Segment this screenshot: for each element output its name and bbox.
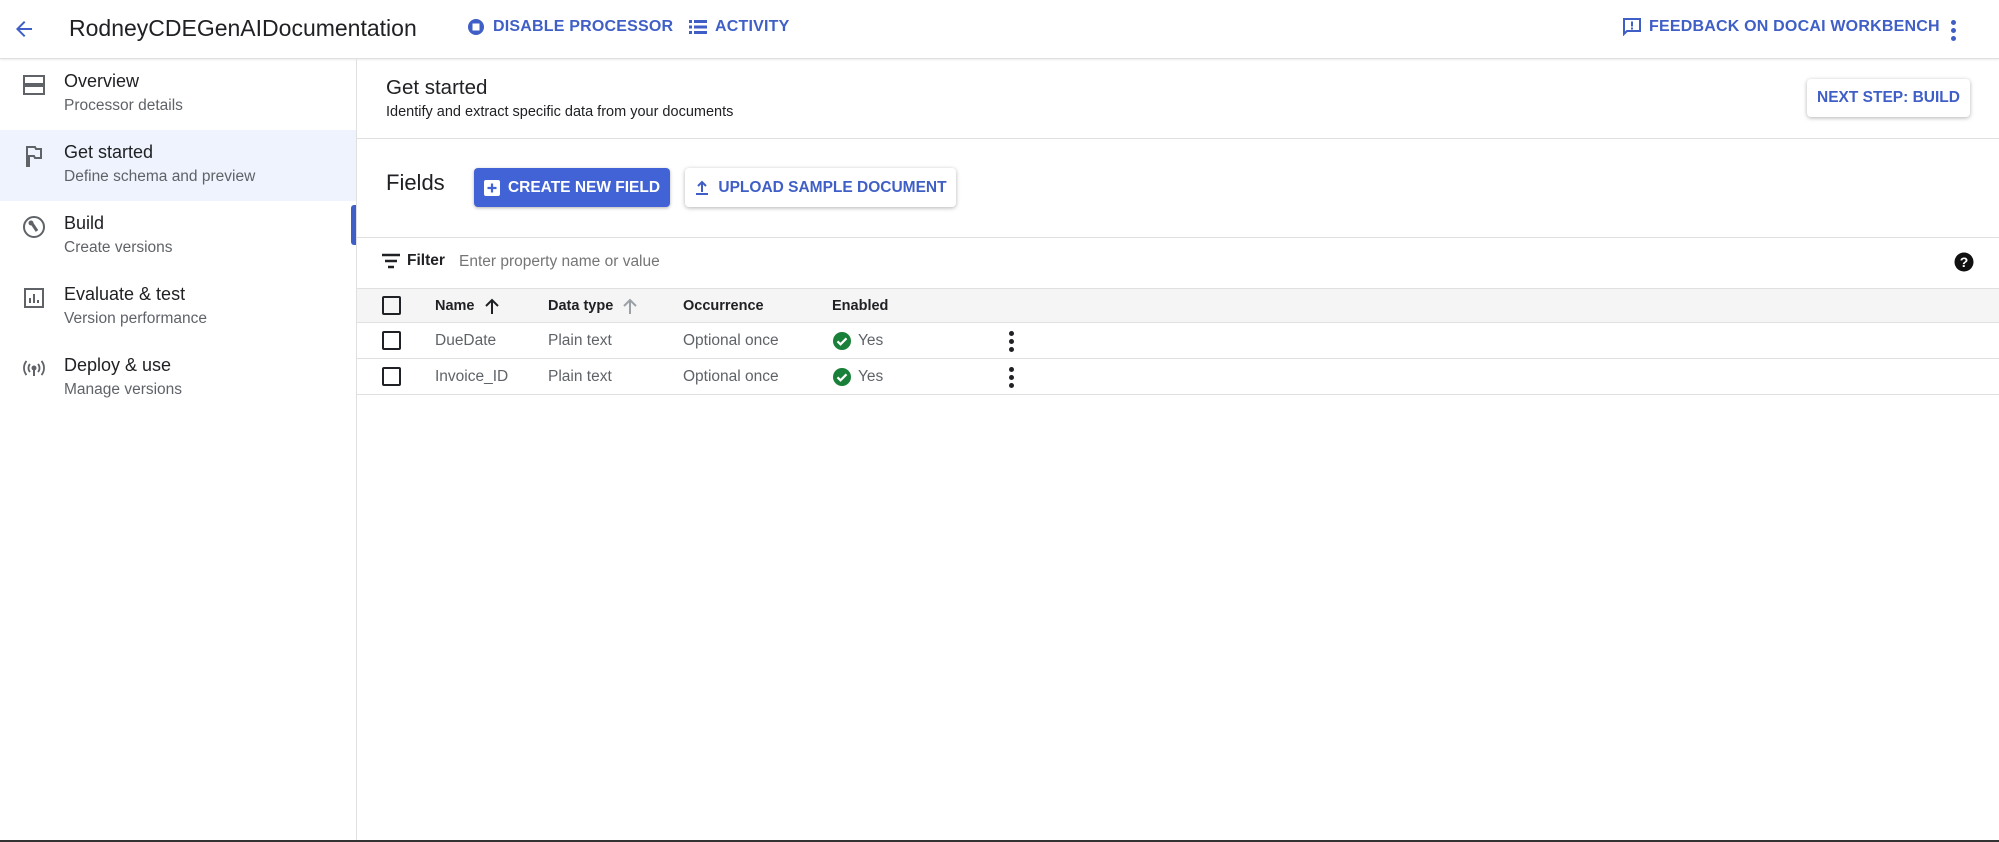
sidebar-item-label: Build <box>64 213 105 233</box>
check-circle-icon <box>833 368 851 386</box>
more-options-icon[interactable] <box>1950 20 1956 41</box>
list-icon <box>689 20 707 34</box>
next-step-build-button[interactable]: NEXT STEP: BUILD <box>1807 79 1970 117</box>
sidebar-item-sublabel: Manage versions <box>64 381 183 398</box>
sidebar-item-label: Overview <box>64 71 140 91</box>
row-checkbox[interactable] <box>382 331 401 350</box>
sidebar-item-evaluate[interactable]: Evaluate & test Version performance <box>0 272 356 343</box>
table-row: DueDate Plain text Optional once Yes <box>357 323 1999 359</box>
column-occurrence-header: Occurrence <box>683 298 764 314</box>
sidebar-item-overview[interactable]: Overview Processor details <box>0 59 356 130</box>
sidebar-item-label: Get started <box>64 142 154 162</box>
filter-icon <box>382 253 400 269</box>
sort-arrow-up-icon <box>623 298 637 314</box>
upload-icon <box>696 180 709 195</box>
sidebar-item-deploy[interactable]: Deploy & use Manage versions <box>0 343 356 414</box>
sidebar-item-sublabel: Processor details <box>64 97 183 114</box>
sort-arrow-up-icon <box>484 298 499 314</box>
column-enabled-header: Enabled <box>832 298 889 314</box>
activity-label: ACTIVITY <box>715 18 790 35</box>
upload-sample-document-label: UPLOAD SAMPLE DOCUMENT <box>718 178 947 196</box>
processor-title: RodneyCDEGenAIDocumentation <box>69 15 417 41</box>
feedback-icon <box>1623 18 1641 36</box>
row-checkbox[interactable] <box>382 367 401 386</box>
table-row: Invoice_ID Plain text Optional once Yes <box>357 359 1999 395</box>
row-more-options-icon[interactable] <box>1008 331 1014 352</box>
sidebar-item-get-started[interactable]: Get started Define schema and preview <box>0 130 356 201</box>
fields-heading: Fields <box>386 170 445 195</box>
add-box-icon <box>483 179 500 196</box>
column-data-type-header[interactable]: Data type <box>548 298 637 314</box>
column-label: Name <box>435 298 475 314</box>
create-new-field-label: CREATE NEW FIELD <box>507 178 661 196</box>
filter-label: Filter <box>407 252 445 269</box>
select-all-checkbox[interactable] <box>382 296 401 315</box>
sidebar-item-sublabel: Define schema and preview <box>64 168 256 185</box>
disable-processor-button[interactable]: DISABLE PROCESSOR <box>467 18 673 36</box>
activity-button[interactable]: ACTIVITY <box>689 18 790 36</box>
flag-icon <box>26 146 42 167</box>
feedback-label: FEEDBACK ON DOCAI WORKBENCH <box>1649 18 1940 35</box>
create-new-field-button[interactable]: CREATE NEW FIELD <box>474 168 670 207</box>
back-arrow-icon[interactable] <box>12 17 36 41</box>
disable-processor-label: DISABLE PROCESSOR <box>493 18 674 35</box>
svg-text:?: ? <box>1960 254 1969 270</box>
help-icon[interactable]: ? <box>1954 252 1974 272</box>
top-bar: RodneyCDEGenAIDocumentation DISABLE PROC… <box>0 0 1999 59</box>
build-icon <box>23 216 45 238</box>
feedback-button[interactable]: FEEDBACK ON DOCAI WORKBENCH <box>1623 18 1940 36</box>
field-data-type: Plain text <box>548 332 612 349</box>
sidebar-item-build[interactable]: Build Create versions <box>0 201 356 272</box>
page-title: Get started <box>386 76 488 99</box>
field-name: Invoice_ID <box>435 368 509 385</box>
divider <box>357 138 1999 139</box>
active-indicator <box>351 205 356 245</box>
field-enabled: Yes <box>858 332 884 349</box>
overview-icon <box>23 75 45 95</box>
field-data-type: Plain text <box>548 368 612 385</box>
stop-circle-icon <box>468 19 484 35</box>
check-circle-icon <box>833 332 851 350</box>
column-name-header[interactable]: Name <box>435 298 499 314</box>
table-header: Name Data type Occurrence Enabled <box>357 288 1999 323</box>
divider <box>357 237 1999 238</box>
sidebar-item-sublabel: Version performance <box>64 310 208 327</box>
sidebar-item-label: Evaluate & test <box>64 284 186 304</box>
sidebar: Overview Processor details Get started D… <box>0 59 357 842</box>
field-enabled: Yes <box>858 368 884 385</box>
page-subtitle: Identify and extract specific data from … <box>386 104 734 120</box>
field-name: DueDate <box>435 332 497 349</box>
broadcast-icon <box>23 360 45 376</box>
column-label: Data type <box>548 298 614 314</box>
bottom-edge <box>0 840 1999 842</box>
field-occurrence: Optional once <box>683 332 779 349</box>
upload-sample-document-button[interactable]: UPLOAD SAMPLE DOCUMENT <box>685 168 956 207</box>
row-more-options-icon[interactable] <box>1008 367 1014 388</box>
sidebar-item-sublabel: Create versions <box>64 239 173 256</box>
filter-input[interactable] <box>459 250 1459 274</box>
sidebar-item-label: Deploy & use <box>64 355 172 375</box>
chart-icon <box>24 288 44 308</box>
field-occurrence: Optional once <box>683 368 779 385</box>
